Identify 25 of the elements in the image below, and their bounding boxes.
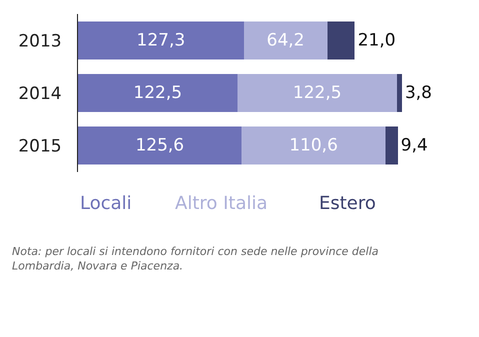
data-label: 122,5 (133, 83, 182, 103)
text: Nota: per locali si intendono fornitori con sede nelle province della Lombardia, Novara e Piacenza. (12, 245, 379, 272)
data-label: 21,0 (358, 30, 396, 50)
bar (244, 21, 328, 60)
data-label: 110,6 (289, 136, 338, 156)
data-label: 122,5 (292, 83, 342, 103)
bar (327, 21, 355, 60)
data-label: 9,4 (400, 136, 428, 156)
series-label: Locali (80, 193, 132, 214)
y-tick-label: 2015 (18, 136, 62, 157)
data-label: 64,2 (266, 30, 304, 50)
bar (242, 126, 386, 165)
bar (386, 126, 398, 165)
y-tick-label: 2014 (18, 84, 62, 104)
data-label: 127,3 (136, 30, 186, 50)
bar (78, 126, 242, 165)
bar (238, 74, 397, 112)
data-label: 3,8 (404, 83, 432, 103)
bar (78, 21, 244, 60)
y-tick-label: 2013 (18, 31, 62, 52)
data-label: 125,6 (135, 136, 184, 156)
series-label: Estero (319, 193, 376, 214)
bar (397, 74, 402, 112)
bar (78, 74, 238, 112)
series-label: Altro Italia (175, 193, 268, 214)
